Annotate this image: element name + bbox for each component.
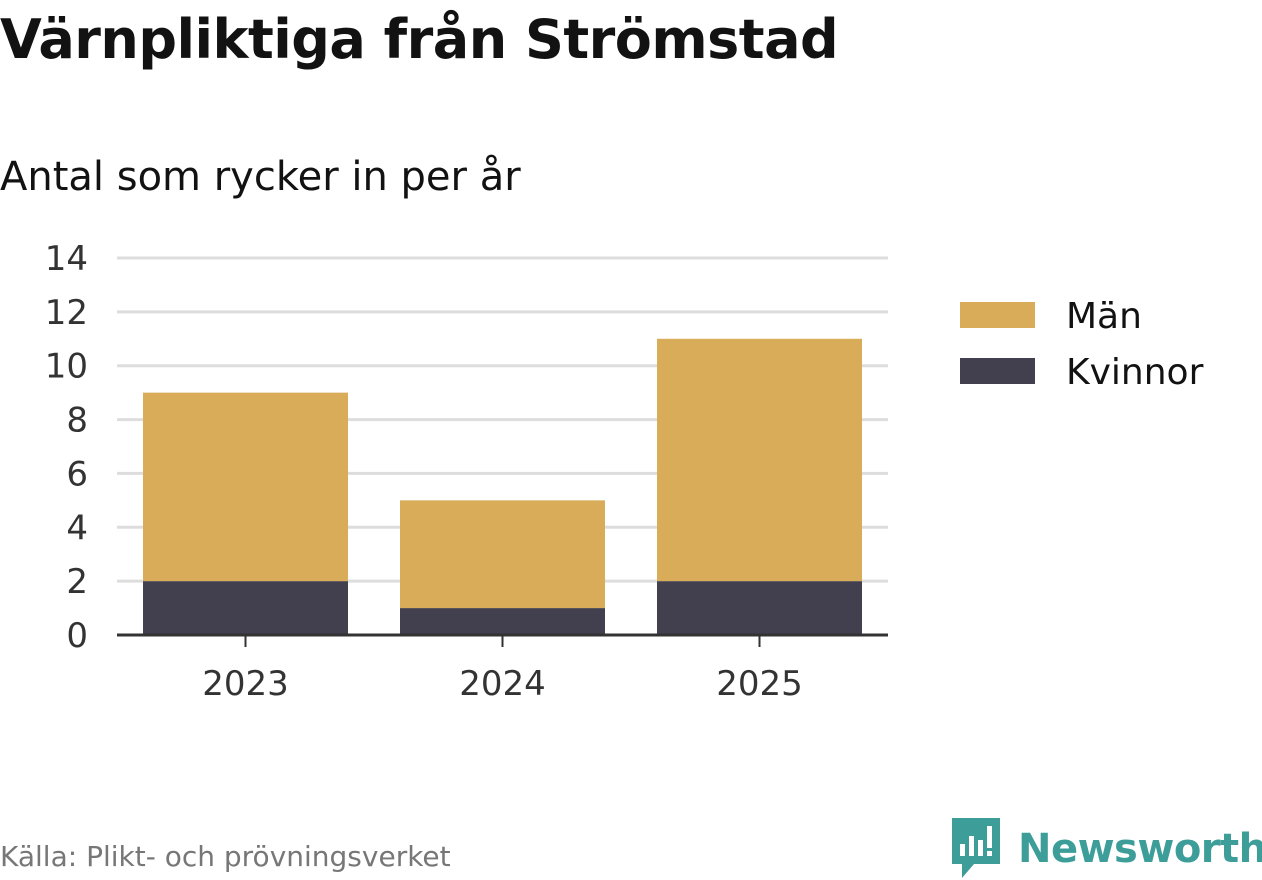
brand-logo: Newsworthy: [952, 818, 1262, 880]
bar-män-2023: [143, 392, 348, 582]
chart-subtitle: Antal som rycker in per år: [0, 154, 521, 200]
legend-label-män: Män: [1066, 296, 1142, 337]
axes: 0 2 4 6 8 10 12 14 2023 2024 2025: [45, 239, 888, 704]
y-tick-label: 2: [66, 562, 88, 602]
legend-swatch-kvinnor: [960, 358, 1035, 384]
x-tick-label: 2023: [202, 664, 289, 704]
y-tick-label: 10: [45, 347, 88, 387]
source-note: Källa: Plikt- och prövningsverket: [0, 840, 451, 873]
x-tick-label: 2024: [459, 664, 546, 704]
legend-label-kvinnor: Kvinnor: [1066, 352, 1204, 393]
y-tick-label: 6: [66, 454, 88, 494]
bar-kvinnor-2023: [143, 581, 348, 635]
bar-män-2025: [657, 338, 862, 582]
bar-män-2024: [400, 500, 605, 609]
y-tick-label: 14: [45, 239, 88, 279]
bars: [143, 338, 862, 635]
bar-kvinnor-2025: [657, 581, 862, 635]
bar-chart: 0 2 4 6 8 10 12 14 2023 2024 2025 Män Kvinnor: [45, 239, 1204, 704]
y-tick-label: 4: [66, 508, 88, 548]
legend: Män Kvinnor: [960, 296, 1204, 393]
y-tick-label: 12: [45, 293, 88, 333]
bar-kvinnor-2024: [400, 608, 605, 635]
newsworthy-logo-icon: [952, 818, 1000, 878]
brand-name: Newsworthy: [1018, 826, 1262, 872]
legend-swatch-män: [960, 302, 1035, 328]
chart-title: Värnpliktiga från Strömstad: [0, 8, 839, 71]
y-tick-label: 8: [66, 401, 88, 441]
y-tick-label: 0: [66, 616, 88, 656]
x-tick-label: 2025: [716, 664, 803, 704]
